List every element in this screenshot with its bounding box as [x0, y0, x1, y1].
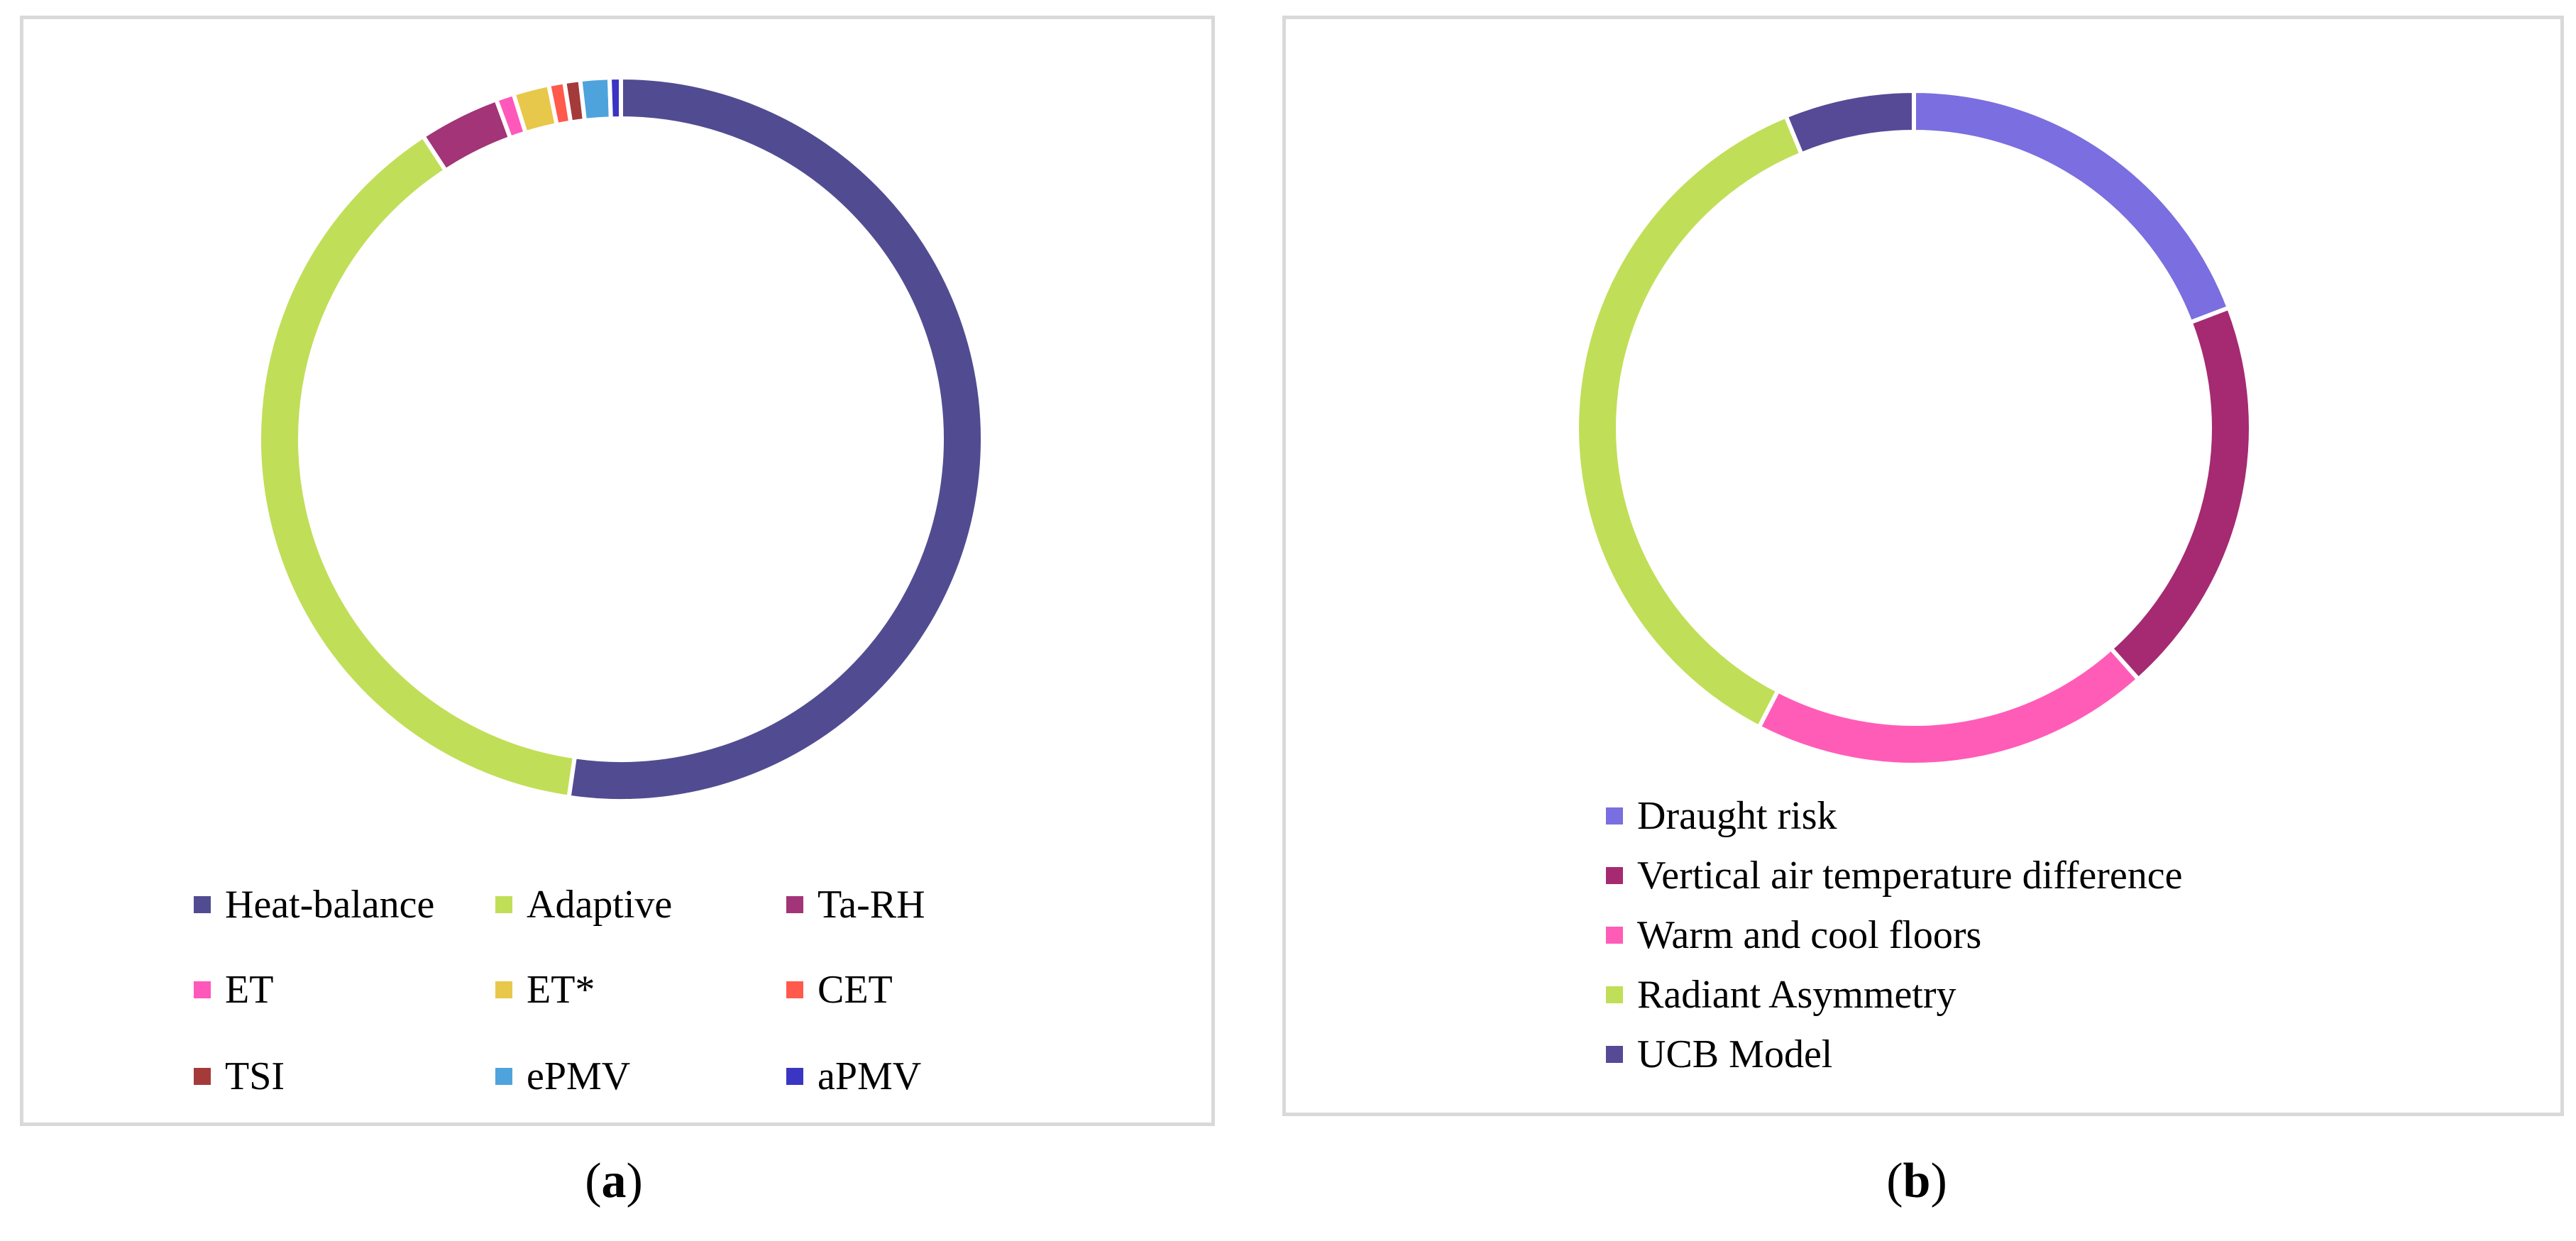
legend-swatch — [1606, 867, 1623, 884]
legend-swatch — [194, 981, 211, 998]
slice-epmv — [578, 75, 613, 123]
caption-a-open: ( — [585, 1154, 602, 1208]
legend-item: TSI — [194, 1057, 285, 1096]
legend-item: Vertical air temperature difference — [1606, 856, 2183, 895]
legend-swatch — [194, 1068, 211, 1085]
legend-item: Adaptive — [495, 885, 672, 925]
legend-label: ET — [225, 968, 274, 1012]
legend-item: Warm and cool floors — [1606, 915, 1981, 955]
legend-item: Ta-RH — [786, 885, 925, 925]
legend-label: Adaptive — [527, 883, 673, 927]
legend-label: Warm and cool floors — [1637, 913, 1982, 957]
legend-label: ET* — [527, 968, 595, 1012]
legend-swatch — [194, 896, 211, 913]
legend-label: UCB Model — [1637, 1032, 1833, 1076]
legend-item: Heat-balance — [194, 885, 434, 925]
legend-swatch — [1606, 1046, 1623, 1063]
legend-swatch — [786, 1068, 803, 1085]
legend-item: ET — [194, 970, 273, 1010]
legend-label: Heat-balance — [225, 883, 435, 927]
legend-item: CET — [786, 970, 893, 1010]
legend-label: aPMV — [818, 1054, 922, 1098]
legend-label: CET — [818, 968, 893, 1012]
slice-vertical-air-temperature-difference — [2108, 304, 2253, 683]
legend-label: ePMV — [527, 1054, 631, 1098]
slice-warm-and-cool-floors — [1756, 645, 2142, 767]
caption-b-close: ) — [1930, 1154, 1947, 1208]
legend-label: Radiant Asymmetry — [1637, 973, 1956, 1017]
legend-item: UCB Model — [1606, 1035, 1832, 1074]
caption-a-label: a — [601, 1154, 627, 1208]
chart-panel-a: Heat-balance Adaptive Ta-RH ET ET* CET TSI ePMV… — [20, 16, 1215, 1126]
legend-item: aPMV — [786, 1057, 921, 1096]
legend-swatch — [1606, 986, 1623, 1003]
donut-chart-a — [257, 75, 986, 803]
slice-heat-balance — [566, 75, 986, 803]
legend-item: ePMV — [495, 1057, 630, 1096]
legend-item: Radiant Asymmetry — [1606, 975, 1956, 1015]
legend-swatch — [1606, 927, 1623, 944]
chart-panel-b: Draught risk Vertical air temperature dif… — [1282, 16, 2564, 1116]
legend-label: TSI — [225, 1054, 285, 1098]
legend-item: ET* — [495, 970, 595, 1010]
legend-swatch — [495, 896, 512, 913]
caption-b: (b) — [1846, 1153, 1988, 1210]
caption-a-close: ) — [626, 1154, 643, 1208]
slice-ucb-model — [1783, 88, 1916, 158]
legend-swatch — [495, 1068, 512, 1085]
legend-label: Ta-RH — [818, 883, 925, 927]
legend-label: Vertical air temperature difference — [1637, 854, 2183, 898]
legend-label: Draught risk — [1637, 794, 1837, 838]
slice-ta-rh — [420, 96, 514, 174]
legend-swatch — [786, 896, 803, 913]
caption-a: (a) — [543, 1153, 685, 1210]
caption-b-label: b — [1903, 1154, 1931, 1208]
legend-swatch — [1606, 807, 1623, 824]
legend-swatch — [786, 981, 803, 998]
donut-chart-b — [1575, 88, 2253, 767]
slice-draught-risk — [1912, 88, 2232, 326]
caption-b-open: ( — [1886, 1154, 1903, 1208]
slice-apmv — [607, 75, 623, 121]
legend-item: Draught risk — [1606, 796, 1837, 836]
slice-adaptive — [257, 133, 578, 800]
legend-swatch — [495, 981, 512, 998]
slice-radiant-asymmetry — [1575, 113, 1805, 730]
